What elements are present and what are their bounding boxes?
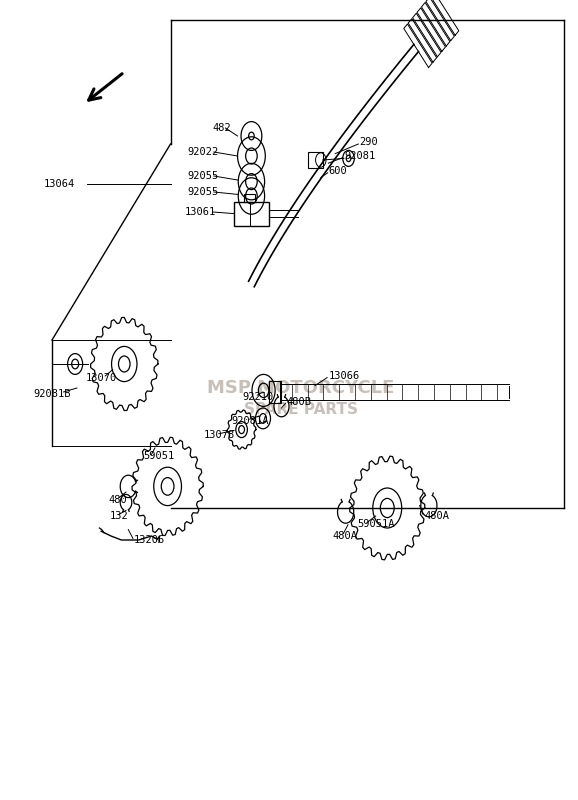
Text: 290: 290: [360, 138, 378, 147]
Text: 92081A: 92081A: [231, 416, 269, 426]
Text: 59051: 59051: [143, 451, 175, 461]
Text: 480A: 480A: [424, 511, 449, 521]
Text: 92210: 92210: [243, 392, 274, 402]
Text: 13070: 13070: [86, 373, 117, 382]
Text: 480: 480: [109, 495, 127, 505]
Text: 13078: 13078: [203, 430, 235, 440]
Text: 480B: 480B: [287, 397, 312, 406]
Text: 92022: 92022: [188, 147, 219, 157]
Text: 13061: 13061: [185, 207, 216, 217]
Bar: [269, 381, 281, 403]
Text: 132: 132: [110, 511, 128, 521]
Text: 482: 482: [213, 123, 231, 133]
Bar: [234, 202, 269, 226]
Text: 59051A: 59051A: [357, 519, 395, 529]
Bar: [244, 194, 255, 202]
Text: 600: 600: [328, 166, 347, 176]
Text: 92081B: 92081B: [33, 389, 71, 398]
Text: 92081: 92081: [344, 151, 375, 161]
Text: 92055: 92055: [188, 187, 219, 197]
Bar: [308, 152, 323, 168]
Text: MSP MOTORCYCLE: MSP MOTORCYCLE: [207, 379, 394, 397]
Text: 92055: 92055: [188, 171, 219, 181]
Text: 13066: 13066: [328, 371, 360, 381]
Text: 13064: 13064: [43, 179, 75, 189]
Text: SPARE PARTS: SPARE PARTS: [243, 402, 358, 417]
Text: 480A: 480A: [333, 531, 358, 541]
Text: 13206: 13206: [134, 535, 165, 545]
